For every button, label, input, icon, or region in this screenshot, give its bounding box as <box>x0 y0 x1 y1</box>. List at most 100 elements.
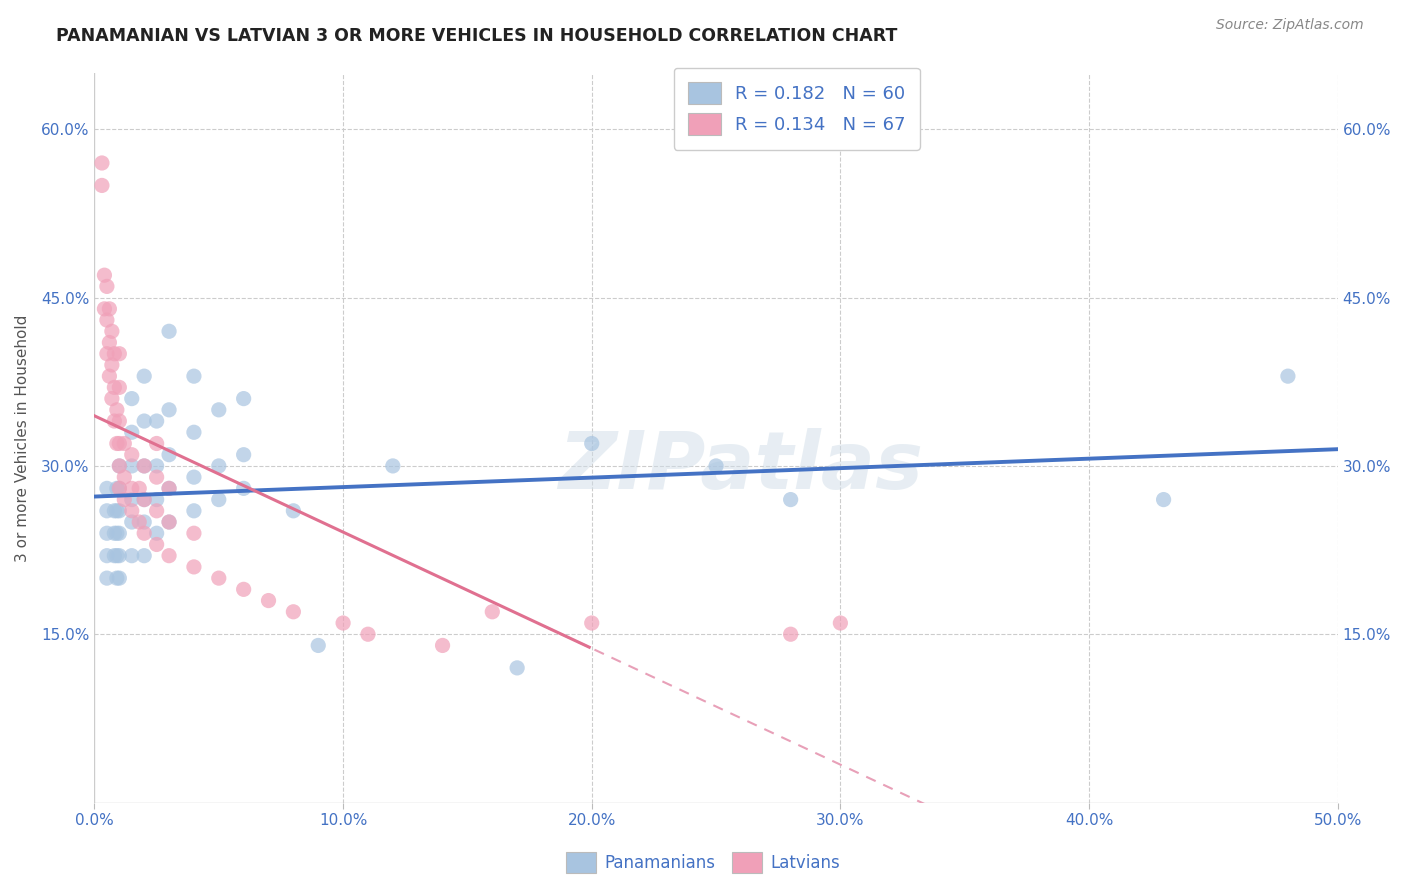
Point <box>232 481 254 495</box>
Point <box>704 458 727 473</box>
Point <box>105 571 128 585</box>
Point <box>101 392 124 406</box>
Point <box>90 156 112 170</box>
Point <box>108 549 131 563</box>
Point <box>121 515 143 529</box>
Point <box>307 639 329 653</box>
Point <box>134 549 156 563</box>
Point <box>103 414 125 428</box>
Point <box>157 549 180 563</box>
Point <box>145 436 167 450</box>
Point <box>96 279 118 293</box>
Point <box>103 380 125 394</box>
Point <box>506 661 529 675</box>
Point <box>96 549 118 563</box>
Point <box>108 347 131 361</box>
Point <box>779 627 801 641</box>
Point <box>157 324 180 338</box>
Point <box>145 537 167 551</box>
Point <box>108 380 131 394</box>
Point <box>183 504 205 518</box>
Text: Source: ZipAtlas.com: Source: ZipAtlas.com <box>1216 18 1364 32</box>
Point <box>157 448 180 462</box>
Text: PANAMANIAN VS LATVIAN 3 OR MORE VEHICLES IN HOUSEHOLD CORRELATION CHART: PANAMANIAN VS LATVIAN 3 OR MORE VEHICLES… <box>56 27 897 45</box>
Point <box>108 458 131 473</box>
Point <box>1153 492 1175 507</box>
Point <box>103 347 125 361</box>
Legend: Panamanians, Latvians: Panamanians, Latvians <box>560 846 846 880</box>
Point <box>103 504 125 518</box>
Point <box>96 347 118 361</box>
Point <box>1277 369 1299 384</box>
Point <box>183 526 205 541</box>
Point <box>121 458 143 473</box>
Point <box>145 526 167 541</box>
Point <box>134 414 156 428</box>
Point <box>157 515 180 529</box>
Point <box>121 492 143 507</box>
Point <box>121 392 143 406</box>
Point <box>93 268 115 283</box>
Point <box>121 425 143 440</box>
Point <box>105 504 128 518</box>
Point <box>157 515 180 529</box>
Point <box>134 492 156 507</box>
Point <box>830 615 852 630</box>
Point <box>232 582 254 597</box>
Point <box>96 504 118 518</box>
Point <box>134 526 156 541</box>
Point <box>128 515 150 529</box>
Point <box>257 593 280 607</box>
Point <box>103 549 125 563</box>
Point <box>108 414 131 428</box>
Point <box>108 436 131 450</box>
Point <box>105 526 128 541</box>
Point <box>105 481 128 495</box>
Legend: R = 0.182   N = 60, R = 0.134   N = 67: R = 0.182 N = 60, R = 0.134 N = 67 <box>673 68 920 150</box>
Point <box>357 627 380 641</box>
Point <box>432 639 454 653</box>
Point <box>134 458 156 473</box>
Point <box>112 436 135 450</box>
Point <box>105 436 128 450</box>
Point <box>208 402 231 417</box>
Point <box>145 414 167 428</box>
Point <box>145 504 167 518</box>
Point <box>105 402 128 417</box>
Point <box>779 492 801 507</box>
Point <box>90 178 112 193</box>
Point <box>157 402 180 417</box>
Point <box>145 470 167 484</box>
Point <box>128 481 150 495</box>
Point <box>283 605 305 619</box>
Point <box>121 504 143 518</box>
Text: ZIPatlas: ZIPatlas <box>558 428 924 506</box>
Point <box>145 492 167 507</box>
Point <box>134 515 156 529</box>
Point <box>157 481 180 495</box>
Point <box>112 492 135 507</box>
Point <box>157 481 180 495</box>
Point <box>183 560 205 574</box>
Point <box>108 571 131 585</box>
Point <box>145 458 167 473</box>
Point <box>108 504 131 518</box>
Point <box>332 615 354 630</box>
Point <box>96 481 118 495</box>
Point <box>183 425 205 440</box>
Point <box>108 458 131 473</box>
Point <box>134 492 156 507</box>
Point <box>283 504 305 518</box>
Point <box>208 492 231 507</box>
Point <box>96 526 118 541</box>
Point <box>98 369 121 384</box>
Point <box>108 481 131 495</box>
Point <box>96 313 118 327</box>
Point <box>121 481 143 495</box>
Point <box>98 301 121 316</box>
Point <box>481 605 503 619</box>
Point <box>134 369 156 384</box>
Point <box>101 324 124 338</box>
Y-axis label: 3 or more Vehicles in Household: 3 or more Vehicles in Household <box>15 314 30 562</box>
Point <box>93 301 115 316</box>
